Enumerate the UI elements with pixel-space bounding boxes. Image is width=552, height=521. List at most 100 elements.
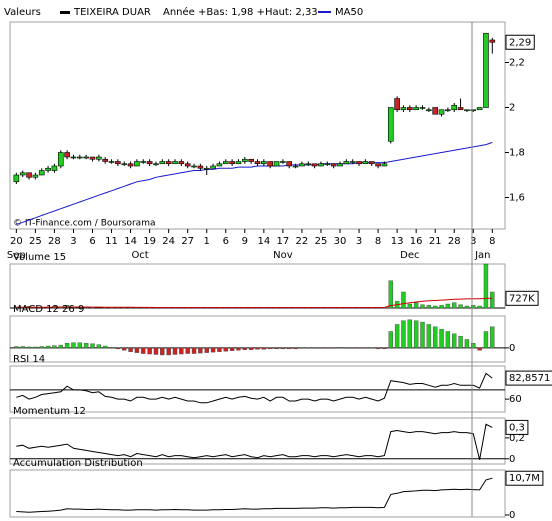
- bar: [223, 347, 228, 352]
- last-value-box: [505, 419, 529, 435]
- candle-body: [438, 109, 445, 115]
- bar: [458, 304, 463, 309]
- candle-body: [70, 156, 77, 159]
- candle-body: [216, 163, 223, 167]
- bar: [401, 320, 406, 349]
- bar: [413, 302, 419, 309]
- bar: [274, 347, 279, 350]
- candle-body: [242, 158, 248, 162]
- bar: [426, 324, 432, 349]
- candle-body: [229, 161, 235, 165]
- candle-body: [134, 161, 140, 167]
- y-tick-label: 60: [509, 394, 522, 405]
- bar: [445, 303, 451, 309]
- candle-body: [127, 163, 134, 167]
- x-tick-label: 6: [223, 236, 229, 247]
- bar: [413, 320, 419, 349]
- candle-body: [89, 156, 96, 160]
- candle-body: [267, 161, 273, 167]
- candle-body: [470, 109, 477, 112]
- candle-body: [51, 165, 58, 171]
- candle-body: [337, 163, 343, 167]
- candle-body: [432, 107, 438, 115]
- y-tick-label: 0: [509, 510, 515, 521]
- x-tick-label: 28: [448, 236, 461, 247]
- bar: [58, 344, 63, 349]
- candle-body: [349, 161, 356, 163]
- bar: [14, 346, 19, 349]
- candle-body: [476, 107, 483, 111]
- candle-body: [184, 163, 191, 167]
- last-value-label: 0,3: [509, 422, 525, 433]
- bar: [90, 343, 95, 349]
- y-tick-label: 1,8: [509, 148, 525, 159]
- month-label: Jan: [474, 250, 490, 261]
- bar: [407, 319, 413, 349]
- candle-body: [96, 156, 102, 160]
- x-tick-label: 19: [143, 236, 156, 247]
- candle-body: [172, 161, 178, 165]
- bar: [33, 346, 38, 349]
- candle-body: [407, 107, 413, 111]
- bar: [134, 347, 140, 353]
- candle-body: [146, 161, 153, 165]
- candle-body: [57, 152, 64, 167]
- x-tick-label: 22: [296, 236, 309, 247]
- bar: [280, 347, 286, 350]
- candle-body: [261, 161, 267, 165]
- candle-body: [286, 161, 293, 167]
- candle-body: [457, 107, 464, 111]
- bar: [375, 347, 381, 350]
- bar: [477, 305, 482, 309]
- credit: © IT-Finance.com / Boursorama: [13, 219, 155, 229]
- last-value-label: 82,8571: [509, 373, 550, 384]
- x-tick-label: 14: [124, 236, 137, 247]
- last-value-box: [505, 290, 539, 306]
- bar: [166, 347, 171, 356]
- last-value-label: 10,7M: [509, 473, 540, 484]
- panel-frame: [9, 469, 506, 518]
- candle-body: [64, 152, 70, 158]
- bar: [420, 321, 425, 349]
- bar: [490, 291, 495, 309]
- bar: [64, 343, 70, 349]
- bar: [20, 346, 25, 349]
- candle-body: [305, 163, 312, 166]
- bar: [471, 343, 476, 349]
- panel-title: MACD 12 26 9: [13, 304, 84, 315]
- bar: [388, 331, 393, 349]
- panel-title: Accumulation Distribution: [13, 458, 143, 469]
- bar: [261, 347, 267, 350]
- candle-body: [197, 165, 204, 169]
- bar: [439, 328, 444, 349]
- panel-title: Volume 15: [13, 252, 66, 263]
- candle-body: [83, 156, 89, 159]
- bar: [179, 347, 184, 355]
- candle-body: [318, 163, 324, 167]
- candle-body: [13, 174, 20, 183]
- month-label: Nov: [273, 250, 293, 261]
- candle-body: [343, 161, 350, 165]
- panel-frame: [9, 417, 506, 465]
- y-tick-label: 0: [509, 343, 515, 354]
- candle-body: [273, 161, 280, 167]
- bar: [71, 342, 76, 349]
- candle-body: [38, 170, 45, 176]
- month-label: Sep: [7, 250, 26, 261]
- x-tick-label: 11: [105, 236, 118, 247]
- candle-body: [140, 161, 147, 163]
- bar: [407, 303, 413, 309]
- candle-body: [387, 107, 394, 142]
- bar: [477, 347, 482, 351]
- x-tick-label: 27: [181, 236, 194, 247]
- candle-body: [210, 165, 216, 169]
- legend-ma: MA50: [335, 7, 363, 18]
- candle-body: [330, 163, 337, 167]
- bar: [248, 347, 254, 350]
- bar: [464, 339, 470, 349]
- candle-body: [153, 163, 159, 166]
- indicator-line: [16, 477, 493, 513]
- bar: [432, 326, 438, 349]
- bar: [77, 342, 83, 349]
- candle-body: [45, 167, 51, 171]
